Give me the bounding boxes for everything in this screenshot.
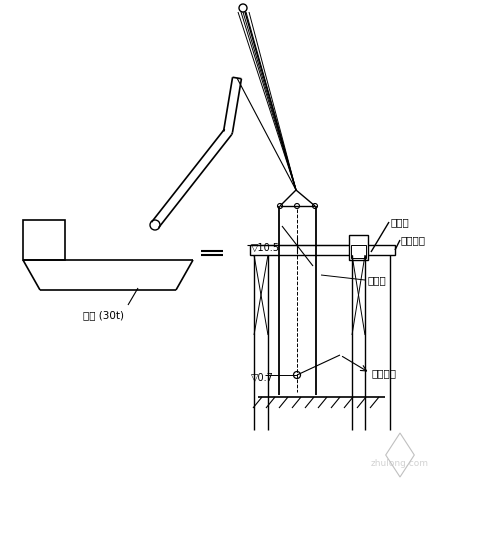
Bar bbox=[351, 245, 366, 258]
Text: 浮吁 (30t): 浮吁 (30t) bbox=[83, 310, 123, 320]
Text: ▽0.7: ▽0.7 bbox=[251, 373, 274, 383]
Text: ▽10.5: ▽10.5 bbox=[251, 243, 280, 253]
Text: 导向架: 导向架 bbox=[391, 217, 410, 227]
Bar bbox=[23, 220, 65, 260]
Text: zhulong.com: zhulong.com bbox=[371, 459, 429, 468]
Bar bbox=[349, 235, 368, 260]
Text: 牵引锁系: 牵引锁系 bbox=[372, 368, 397, 378]
Text: 钓护筒: 钓护筒 bbox=[367, 275, 386, 285]
Text: 施工平台: 施工平台 bbox=[401, 235, 426, 245]
Bar bbox=[250, 245, 395, 255]
